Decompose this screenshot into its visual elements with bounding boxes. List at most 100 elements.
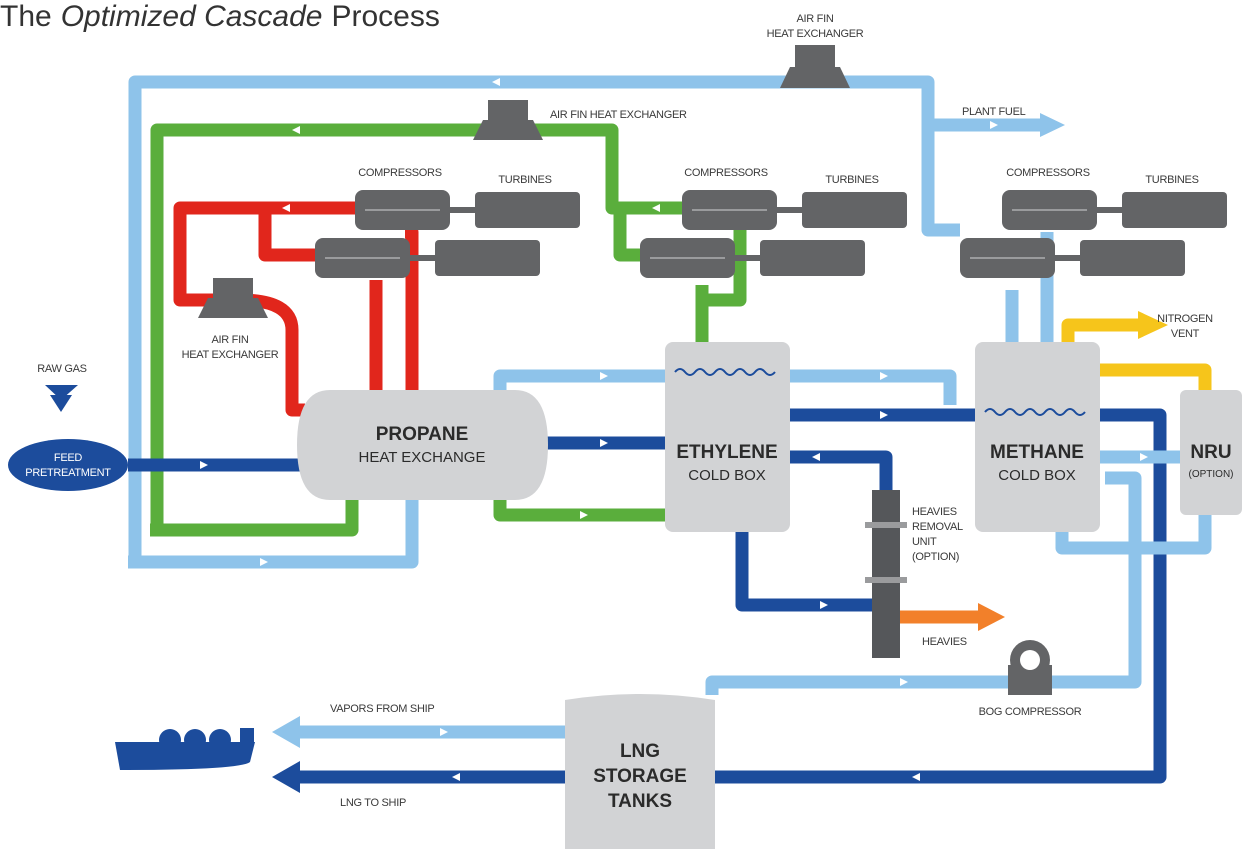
label: (OPTION) [912, 551, 959, 563]
pipe [735, 530, 872, 612]
process-unit [115, 742, 255, 770]
pipe [128, 490, 419, 569]
process-unit [665, 342, 790, 532]
label: LNG TO SHIP [340, 797, 406, 809]
turbine [435, 240, 540, 276]
compressors [315, 190, 1097, 278]
turbines [410, 192, 1227, 276]
label: TANKS [608, 791, 672, 812]
title-emphasis: Optimized Cascade [61, 0, 323, 33]
process-unit [872, 490, 900, 658]
pipe [258, 208, 318, 262]
label: ETHYLENE [676, 442, 777, 463]
air-fin-exchangers [198, 45, 850, 318]
label: HEAT EXCHANGER [182, 349, 279, 361]
label: VAPORS FROM SHIP [330, 703, 434, 715]
label: HEAVIES [922, 636, 967, 648]
arrow-head [272, 761, 300, 793]
label: PROPANE [376, 424, 469, 445]
process-unit [209, 729, 231, 751]
label: VENT [1171, 328, 1200, 340]
process-units [8, 342, 1242, 849]
arrow-heads [50, 113, 1168, 793]
turbine [410, 207, 1122, 261]
pipe [695, 230, 747, 345]
air-fin-exchanger [198, 298, 268, 318]
process-unit [184, 729, 206, 751]
label: METHANE [990, 442, 1084, 463]
label: AIR FIN [796, 13, 833, 25]
process-unit [8, 439, 128, 491]
label: COMPRESSORS [358, 167, 442, 179]
label: COMPRESSORS [1006, 167, 1090, 179]
label: LNG [620, 741, 660, 762]
unit-labels: PROPANE HEAT EXCHANGE ETHYLENE COLD BOX … [359, 424, 1234, 812]
arrow-head [272, 716, 300, 748]
label: PLANT FUEL [962, 106, 1026, 118]
title-tail: Process [332, 0, 440, 33]
label: UNIT [912, 536, 937, 548]
pipe [1100, 363, 1212, 390]
arrow-head [1040, 113, 1065, 137]
process-unit [297, 390, 548, 500]
label: HEAVIES [912, 506, 957, 518]
process-unit [865, 522, 907, 528]
turbine [1080, 240, 1185, 276]
pipe [128, 75, 960, 562]
label: BOG COMPRESSOR [979, 706, 1082, 718]
pipe [790, 369, 957, 405]
pipe [150, 495, 359, 537]
turbine [760, 240, 865, 276]
pipe [705, 471, 1142, 695]
process-unit [159, 729, 181, 751]
turbine [1122, 192, 1227, 228]
label: HEAT EXCHANGE [359, 449, 486, 466]
label: (OPTION) [1189, 469, 1234, 480]
label: FEED [54, 452, 82, 464]
air-fin-exchanger [213, 278, 253, 298]
label: RAW GAS [37, 363, 86, 375]
turbine [802, 192, 907, 228]
label: HEAT EXCHANGER [767, 28, 864, 40]
label: AIR FIN HEAT EXCHANGER [550, 109, 687, 121]
label: AIR FIN [211, 334, 248, 346]
arrow-head [50, 395, 72, 412]
title: The Optimized Cascade Process [0, 0, 440, 33]
pipe [369, 225, 419, 390]
air-fin-exchanger [473, 120, 543, 140]
label: NRU [1190, 442, 1231, 463]
arrow-head [1138, 311, 1168, 339]
turbine [475, 192, 580, 228]
pipe [613, 210, 645, 262]
pipe [290, 408, 1167, 784]
air-fin-exchanger [780, 67, 850, 88]
label: COLD BOX [998, 467, 1076, 484]
arrow-head [978, 603, 1005, 631]
pipe [1061, 318, 1140, 345]
process-unit [1180, 390, 1242, 515]
pipe [790, 450, 893, 490]
label: TURBINES [825, 174, 878, 186]
label: TURBINES [1145, 174, 1198, 186]
label: COLD BOX [688, 467, 766, 484]
process-unit [1020, 650, 1040, 670]
process-unit [865, 577, 907, 583]
air-fin-exchanger [488, 100, 528, 120]
label: TURBINES [498, 174, 551, 186]
process-unit [240, 728, 254, 742]
pipe [150, 123, 685, 530]
label: STORAGE [593, 766, 687, 787]
process-unit [975, 342, 1100, 532]
compressor [325, 209, 1087, 259]
process-unit [45, 385, 78, 400]
label: COMPRESSORS [684, 167, 768, 179]
labels: AIR FIN HEAT EXCHANGER AIR FIN HEAT EXCH… [25, 13, 1213, 809]
process-unit [674, 368, 1086, 416]
air-fin-exchanger [795, 45, 835, 67]
label: NITROGEN [1157, 313, 1213, 325]
label: PRETREATMENT [25, 467, 111, 479]
title-lead: The [0, 0, 52, 33]
process-unit [565, 694, 715, 849]
label: REMOVAL [912, 521, 963, 533]
